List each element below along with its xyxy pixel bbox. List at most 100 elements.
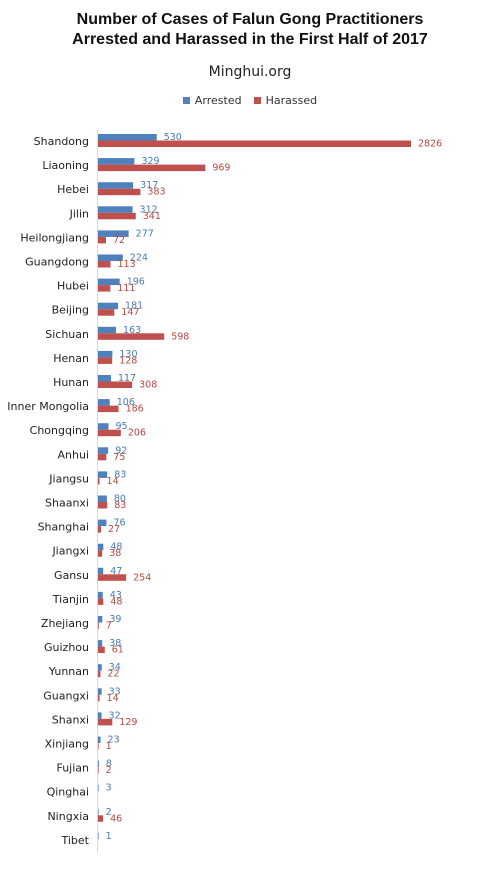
bar-harassed-jiangxi [98,550,103,557]
value-label-arrested-jiangxi: 48 [110,542,122,553]
category-label-tibet: Tibet [61,834,90,847]
value-label-arrested-jiangsu: 83 [114,469,126,480]
bar-arrested-henan [98,350,113,358]
bar-arrested-sichuan [98,326,117,334]
value-label-harassed-gansu: 254 [133,572,151,583]
category-label-anhui: Anhui [58,448,90,461]
bar-arrested-xinjiang [98,736,101,743]
value-label-arrested-hubei: 196 [127,277,145,288]
bar-arrested-guangdong [98,254,123,261]
value-label-arrested-sichuan: 163 [123,325,141,336]
legend-item-harassed: Harassed [253,94,318,107]
value-label-harassed-zhejiang: 7 [106,621,112,632]
value-label-harassed-sichuan: 598 [171,331,189,342]
value-label-harassed-guangdong: 113 [118,259,136,270]
bar-harassed-chongqing [98,429,121,437]
bar-harassed-gansu [98,574,127,581]
value-labels: 5302826329969317383312341277722241131961… [106,132,443,842]
legend-swatch-arrested [182,97,190,104]
bar-harassed-guizhou [98,646,105,654]
value-label-arrested-ningxia: 2 [106,807,112,818]
value-label-harassed-shanxi: 129 [119,717,137,728]
value-label-arrested-hunan: 117 [118,373,136,384]
value-label-harassed-jilin: 341 [143,211,161,222]
value-label-arrested-xinjiang: 23 [108,735,120,746]
category-label-guizhou: Guizhou [44,641,89,654]
bar-arrested-ningxia [98,808,99,816]
bar-harassed-guangdong [98,261,111,268]
value-label-arrested-fujian: 8 [106,759,112,770]
bar-harassed-shanghai [98,526,101,533]
value-label-harassed-henan: 128 [119,355,137,366]
legend-label-harassed: Harassed [265,94,318,107]
value-label-arrested-gansu: 47 [110,566,122,577]
bar-harassed-zhejiang [98,622,99,629]
legend-swatch-harassed [253,97,261,104]
value-label-harassed-guangxi: 14 [107,693,119,704]
value-label-arrested-anhui: 92 [115,445,127,456]
value-label-arrested-liaoning: 329 [141,156,159,167]
bar-harassed-jiangsu [98,477,100,485]
value-label-harassed-heilongjiang: 72 [113,235,125,246]
value-label-harassed-xinjiang: 1 [106,741,112,752]
value-label-harassed-liaoning: 969 [212,163,230,174]
bar-harassed-hubei [98,285,111,292]
bar-arrested-tianjin [98,591,103,599]
category-label-ningxia: Ningxia [47,810,89,823]
category-label-jilin: Jilin [69,207,89,220]
bar-harassed-tianjin [98,598,104,605]
bar-arrested-anhui [98,447,109,454]
value-label-harassed-tianjin: 48 [110,596,122,607]
value-label-arrested-shaanxi: 80 [114,494,126,505]
bar-arrested-guizhou [98,640,103,647]
bars [98,134,411,840]
category-label-hebei: Hebei [57,183,89,196]
value-label-harassed-beijing: 147 [121,307,139,318]
value-label-harassed-guizhou: 61 [112,645,124,656]
bar-arrested-guangxi [98,688,102,695]
value-label-harassed-shandong: 2826 [418,139,442,150]
legend: Arrested Harassed [0,94,500,107]
category-labels: Shandong Liaoning Hebei Jilin Heilongjiang Gu… [7,135,89,847]
value-label-arrested-zhejiang: 39 [109,614,121,625]
value-label-arrested-tibet: 1 [106,831,112,842]
value-label-arrested-henan: 130 [119,349,137,360]
value-label-arrested-guangxi: 33 [109,686,121,697]
chart-subtitle: Minghui.org [208,64,292,80]
bar-harassed-liaoning [98,164,206,172]
category-label-hunan: Hunan [53,376,89,389]
category-label-fujian: Fujian [56,762,89,775]
bar-arrested-zhejiang [98,616,103,623]
category-label-inner-mongolia: Inner Mongolia [7,400,89,413]
value-label-harassed-ningxia: 46 [110,813,122,824]
category-label-sichuan: Sichuan [45,328,89,341]
legend-label-arrested: Arrested [194,94,242,107]
bar-harassed-xinjiang [98,743,99,750]
bar-arrested-tibet [98,832,99,840]
bar-harassed-inner-mongolia [98,405,119,413]
value-label-arrested-inner-mongolia: 106 [117,397,135,408]
bar-harassed-henan [98,357,113,364]
value-label-harassed-hunan: 308 [139,380,157,391]
chart-title-line-2: Arrested and Harassed in the First Half … [72,31,428,48]
category-label-hubei: Hubei [57,280,89,293]
bar-arrested-liaoning [98,158,135,165]
bar-arrested-heilongjiang [98,230,129,237]
category-label-shandong: Shandong [34,135,89,148]
bar-arrested-qinghai [98,784,99,792]
category-label-heilongjiang: Heilongjiang [20,231,89,244]
value-label-harassed-jiangsu: 14 [107,476,119,487]
bar-arrested-shaanxi [98,495,107,502]
bar-harassed-sichuan [98,333,165,340]
category-label-henan: Henan [53,352,89,365]
bar-arrested-gansu [98,567,104,575]
category-label-qinghai: Qinghai [47,786,89,799]
value-label-arrested-yunnan: 34 [109,662,121,673]
value-label-arrested-guangdong: 224 [130,253,148,264]
bar-harassed-ningxia [98,815,104,822]
bar-harassed-shanxi [98,718,113,726]
bar-arrested-shandong [98,134,157,141]
value-label-harassed-hebei: 383 [147,187,165,198]
bar-harassed-yunnan [98,670,101,678]
value-label-harassed-yunnan: 22 [107,669,119,680]
